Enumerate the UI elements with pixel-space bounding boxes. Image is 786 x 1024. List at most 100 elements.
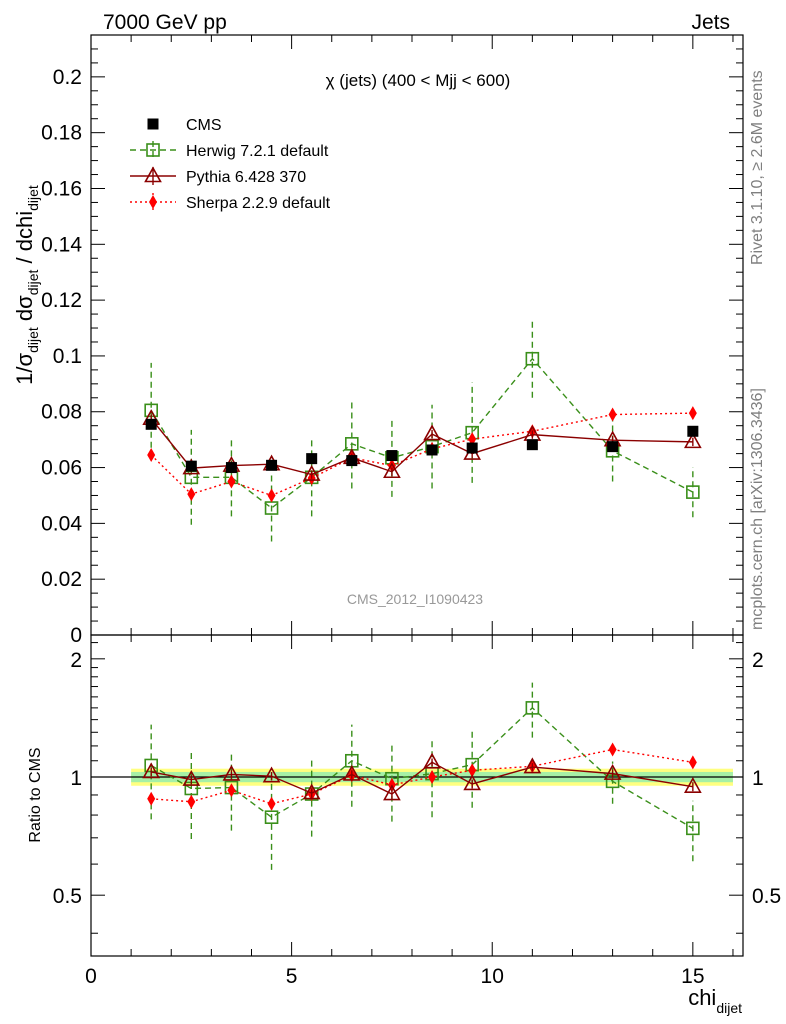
y-tick-label: 0.02 [41, 568, 82, 591]
ratio-data-point [262, 766, 281, 783]
x-tick-label: 5 [286, 965, 298, 988]
legend-item: Sherpa 2.2.9 default [130, 193, 331, 212]
ratio-data-point [267, 796, 276, 811]
data-point [426, 444, 438, 456]
data-point [227, 474, 236, 489]
legend-label: CMS [186, 117, 222, 134]
y-tick-label: 0 [70, 624, 82, 647]
data-point [185, 460, 197, 472]
data-point [688, 406, 697, 421]
ratio-data-point [468, 763, 477, 778]
ratio-data-point [182, 769, 201, 786]
series-cms [145, 418, 699, 474]
ratio-panel: 0.5 0.5 1 1 2 2 0 5 10 15 [53, 634, 781, 988]
data-point [346, 455, 358, 467]
x-axis-label: chidijet [688, 985, 742, 1016]
ratio-y-tick-label: 0.5 [53, 885, 82, 908]
y-tick-label: 0.04 [41, 512, 82, 535]
x-tick-label: 0 [85, 965, 97, 988]
ratio-series-line [151, 761, 693, 795]
y-tick-label: 0.1 [53, 345, 82, 368]
ratio-series-pythia [142, 752, 702, 801]
main-panel: χ (jets) (400 < Mjj < 600) CMS_2012_I109… [41, 34, 744, 647]
data-point [266, 459, 278, 471]
ratio-data-point [683, 777, 702, 793]
ratio-data-point [423, 752, 441, 769]
ratio-y-axis-label: Ratio to CMS [27, 747, 44, 842]
ratio-data-point [302, 783, 321, 800]
legend-label: Pythia 6.428 370 [186, 169, 306, 186]
legend-marker [147, 118, 159, 130]
ratio-y-tick-label-right: 2 [752, 649, 764, 672]
ratio-y-tick-label: 2 [70, 649, 82, 672]
ratio-data-point [523, 757, 542, 774]
y-tick-label: 0.16 [41, 177, 82, 200]
legend-marker [149, 195, 157, 209]
data-point [302, 464, 321, 481]
rivet-label: Rivet 3.1.10, ≥ 2.6M events [749, 70, 766, 265]
ratio-frame [90, 634, 744, 957]
y-tick-label: 0.2 [53, 66, 82, 89]
data-point [383, 462, 401, 479]
header-right: Jets [691, 11, 730, 34]
data-point [225, 462, 237, 474]
series-herwig [144, 319, 700, 542]
ratio-data-point [383, 784, 401, 801]
y-tick-label: 0.06 [41, 457, 82, 480]
legend-item: Herwig 7.2.1 default [130, 141, 329, 160]
y-tick-label: 0.18 [41, 122, 82, 145]
data-point [423, 424, 441, 441]
legend-label: Herwig 7.2.1 default [186, 143, 329, 160]
ratio-y-tick-label: 1 [70, 767, 82, 790]
header-left: 7000 GeV pp [103, 11, 227, 34]
ratio-data-point [264, 810, 279, 824]
ratio-data-point [525, 701, 540, 715]
data-point [147, 448, 156, 462]
ratio-data-point [603, 763, 622, 780]
svg-text:1/σdijet dσdijet / dchidijet: 1/σdijet dσdijet / dchidijet [12, 185, 41, 385]
y-tick-label: 0.14 [41, 233, 82, 256]
ratio-y-tick-label-right: 0.5 [752, 885, 781, 908]
legend-item: Pythia 6.428 370 [130, 166, 306, 186]
ratio-series-line [150, 706, 694, 829]
data-point [525, 351, 540, 366]
ratio-data-point [142, 762, 161, 779]
data-point [607, 441, 619, 453]
data-point [686, 485, 700, 499]
legend-marker [146, 143, 160, 157]
y-tick-label: 0.12 [41, 289, 82, 312]
x-tick-label: 15 [681, 965, 704, 988]
data-point [386, 450, 398, 462]
ratio-data-point [463, 774, 482, 791]
data-point [683, 432, 702, 449]
series-line [150, 412, 693, 497]
ratio-data-point [147, 791, 156, 806]
data-point [608, 407, 617, 422]
legend-label: Sherpa 2.2.9 default [186, 195, 331, 212]
ratio-data-point [187, 794, 196, 809]
legend-item: CMS [147, 117, 222, 134]
x-tick-label: 10 [481, 965, 504, 988]
series-sherpa [147, 406, 697, 503]
data-point [145, 418, 157, 430]
main-y-axis-label: 1/σdijet dσdijet / dchidijet [12, 185, 41, 385]
main-title: χ (jets) (400 < Mjj < 600) [326, 71, 511, 90]
ratio-data-point [342, 764, 361, 781]
data-point [267, 488, 276, 503]
legend: CMS Herwig 7.2.1 default Pythia 6.428 370 S… [130, 117, 331, 212]
data-point [526, 439, 538, 451]
legend-marker [144, 166, 162, 183]
data-point [466, 442, 478, 454]
ratio-data-point [686, 821, 700, 836]
ratio-series-line [151, 748, 693, 805]
ratio-data-point [608, 742, 617, 757]
ratio-data-point [227, 783, 236, 798]
ratio-y-tick-label-right: 1 [752, 767, 764, 790]
data-point [187, 487, 196, 502]
mcplots-label: mcplots.cern.ch [arXiv:1306.3436] [749, 388, 766, 630]
ratio-data-point [688, 755, 697, 770]
ratio-data-point [222, 764, 241, 781]
watermark: CMS_2012_I1090423 [347, 591, 483, 607]
ratio-data-point [428, 770, 437, 785]
